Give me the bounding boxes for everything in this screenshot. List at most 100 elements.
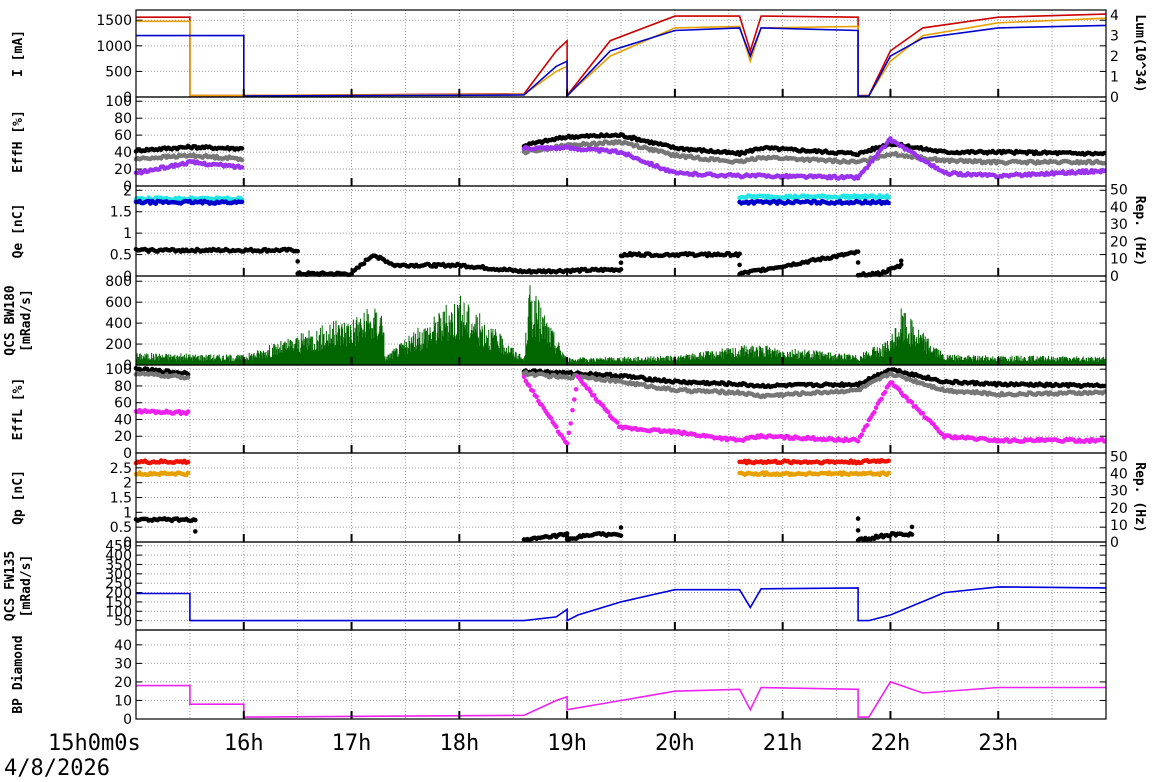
y-tick-label: 800 <box>105 274 132 290</box>
data-point <box>193 517 198 523</box>
data-point <box>855 439 861 444</box>
data-point <box>886 200 891 206</box>
x-tick-label: 19h <box>547 731 587 756</box>
y-tick-label: 50 <box>114 614 132 630</box>
data-point <box>618 260 624 266</box>
line-series <box>136 586 1107 622</box>
data-point <box>527 383 532 389</box>
data-point <box>909 524 915 530</box>
data-point <box>879 396 884 402</box>
data-point <box>618 267 624 272</box>
y-tick-label: 0 <box>123 712 132 728</box>
line-series <box>136 13 1107 98</box>
data-point <box>185 459 191 465</box>
y-tick-label: 1.5 <box>110 491 132 507</box>
series-efficiency-her-2 <box>133 136 1107 181</box>
y-tick-label: 400 <box>105 316 132 332</box>
data-point <box>1101 161 1107 166</box>
data-point <box>855 528 861 533</box>
y-right-axis-label: Lum(10^34) <box>1132 14 1147 92</box>
y-tick-label: 0 <box>123 269 132 285</box>
line-series <box>136 24 1107 98</box>
panel-bp-diamond: 0 10 20 30 40 BP Diamond <box>11 629 1107 728</box>
date-label: 4/8/2026 <box>4 756 110 781</box>
data-point <box>295 248 301 254</box>
data-point <box>185 470 191 476</box>
y-right-tick-label: 50 <box>1110 449 1128 465</box>
y-tick-label: 60 <box>114 128 132 144</box>
data-point <box>239 199 245 205</box>
data-point <box>886 470 891 476</box>
data-point <box>1101 150 1107 156</box>
data-point <box>361 261 367 266</box>
y-axis-label: [mRad/s] <box>19 289 34 352</box>
data-point <box>295 259 301 264</box>
data-point <box>909 532 915 537</box>
y-right-tick-label: 30 <box>1110 484 1128 500</box>
y-axis-label: I [mA] <box>11 30 26 77</box>
data-point <box>566 430 572 436</box>
data-point <box>618 525 624 530</box>
data-point <box>886 458 891 464</box>
y-tick-label: 250 <box>105 576 132 592</box>
data-point <box>872 410 877 415</box>
panel-beam-current: 0 500 1000 1500 0 1 2 3 4 Lum(10^34) I [mA] <box>11 8 1147 106</box>
y-tick-label: 40 <box>114 145 132 161</box>
y-right-tick-label: 40 <box>1110 200 1128 216</box>
y-tick-label: 60 <box>114 396 132 412</box>
y-tick-label: 100 <box>105 362 132 378</box>
y-right-tick-label: 20 <box>1110 501 1128 517</box>
y-right-tick-label: 40 <box>1110 467 1128 483</box>
y-tick-label: 350 <box>105 557 132 573</box>
y-tick-label: 30 <box>114 656 132 672</box>
y-right-tick-label: 1 <box>1110 70 1119 86</box>
y-tick-label: 2 <box>123 476 132 492</box>
y-tick-label: 400 <box>105 548 132 564</box>
y-right-axis-label: Rep. (Hz) <box>1132 196 1147 266</box>
y-tick-label: 450 <box>105 539 132 555</box>
y-tick-label: 300 <box>105 567 132 583</box>
y-tick-label: 1500 <box>96 13 132 29</box>
x-tick-label: 20h <box>655 731 695 756</box>
x-tick-label: 18h <box>439 731 479 756</box>
data-point <box>618 533 624 538</box>
series-qcs-fw135-0 <box>136 586 1107 622</box>
x-tick-label: 15h0m0s <box>48 731 141 756</box>
y-tick-label: 2 <box>123 183 132 199</box>
data-point <box>239 165 245 170</box>
data-point <box>572 397 577 402</box>
y-axis-label: EffH [%] <box>11 110 26 173</box>
series-efficiency-ler-0 <box>133 366 1107 390</box>
data-point <box>898 262 904 267</box>
data-point <box>606 409 611 415</box>
y-right-tick-label: 0 <box>1110 269 1119 285</box>
panel-frame <box>135 541 1107 631</box>
y-axis-label: QCS FW135 <box>3 551 18 621</box>
x-tick-label: 17h <box>332 731 372 756</box>
series-charge-positron-0 <box>133 458 891 466</box>
y-tick-label: 0 <box>123 90 132 106</box>
y-right-tick-label: 10 <box>1110 252 1128 268</box>
y-axis-label: Qp [nC] <box>11 470 26 525</box>
data-point <box>570 407 575 413</box>
y-tick-label: 20 <box>114 429 132 445</box>
y-tick-label: 1000 <box>96 39 132 55</box>
y-axis-label: BP Diamond <box>11 635 26 713</box>
data-point <box>920 410 926 416</box>
data-point <box>554 424 559 430</box>
data-point <box>615 420 620 425</box>
time-axis: 15h0m0s 16h 17h 18h 19h 20h 21h 22h 23h <box>48 731 1018 756</box>
y-right-tick-label: 50 <box>1110 182 1128 198</box>
series-charge-positron-2 <box>133 516 915 543</box>
data-point <box>1101 439 1107 444</box>
data-point <box>193 529 198 534</box>
data-point <box>1101 168 1107 174</box>
y-tick-label: 100 <box>105 94 132 110</box>
data-point <box>882 389 888 395</box>
series-efficiency-her-0 <box>133 132 1107 158</box>
